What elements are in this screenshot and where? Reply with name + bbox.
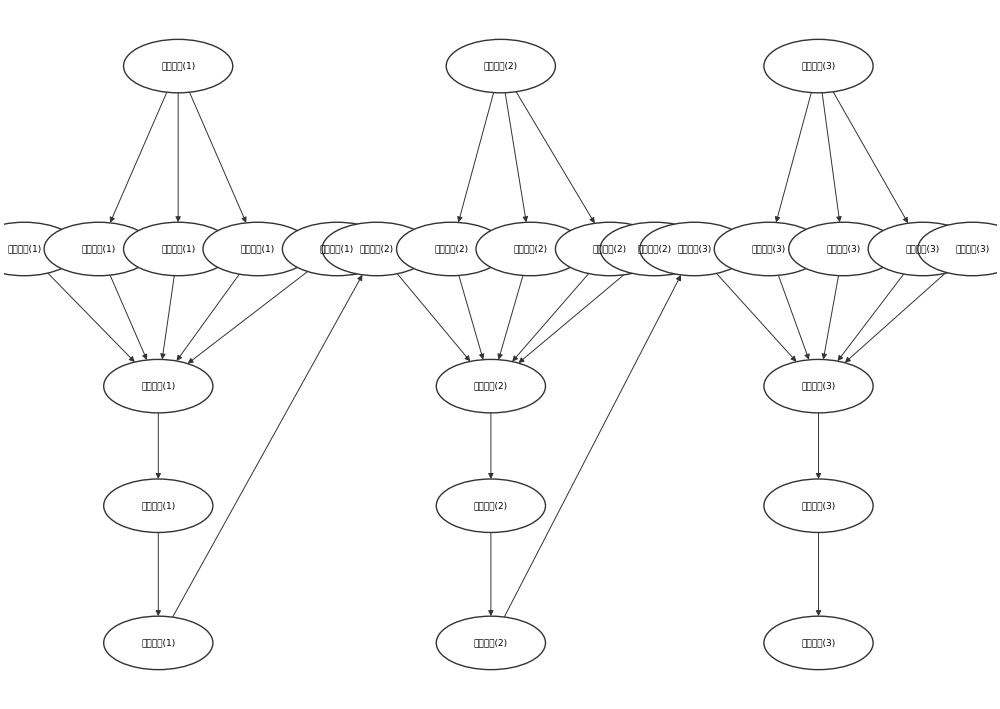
Text: 大坝累积(2): 大坝累积(2) [474, 381, 508, 391]
Ellipse shape [322, 222, 431, 276]
Ellipse shape [436, 616, 545, 669]
Ellipse shape [476, 222, 585, 276]
Ellipse shape [640, 222, 749, 276]
Text: 蠕蛇渗漏(3): 蠕蛇渗漏(3) [826, 245, 860, 254]
Text: 运行工况(3): 运行工况(3) [801, 62, 836, 71]
Ellipse shape [124, 222, 233, 276]
Ellipse shape [446, 40, 555, 93]
Text: 出库洪水(3): 出库洪水(3) [801, 638, 836, 647]
Ellipse shape [555, 222, 665, 276]
Text: 其它异常(3): 其它异常(3) [955, 245, 990, 254]
Ellipse shape [764, 479, 873, 532]
Text: 运行工况(2): 运行工况(2) [484, 62, 518, 71]
Ellipse shape [203, 222, 312, 276]
Text: 泄洪能力(1): 泄洪能力(1) [82, 245, 116, 254]
Ellipse shape [789, 222, 898, 276]
Text: 大坝失事(2): 大坝失事(2) [474, 501, 508, 510]
Ellipse shape [282, 222, 392, 276]
Text: 大坝失事(1): 大坝失事(1) [141, 501, 175, 510]
Text: 出库洪水(2): 出库洪水(2) [474, 638, 508, 647]
Ellipse shape [868, 222, 977, 276]
Text: 大坝累积(1): 大坝累积(1) [141, 381, 175, 391]
Text: 泄洪能力(2): 泄洪能力(2) [434, 245, 468, 254]
Text: 入库洪水(2): 入库洪水(2) [360, 245, 394, 254]
Text: 大坝质量(3): 大坝质量(3) [906, 245, 940, 254]
Ellipse shape [714, 222, 823, 276]
Text: 其它异常(1): 其它异常(1) [320, 245, 354, 254]
Ellipse shape [104, 359, 213, 413]
Text: 蠕蛇渗漏(1): 蠕蛇渗漏(1) [161, 245, 195, 254]
Text: 大坝质量(2): 大坝质量(2) [593, 245, 627, 254]
Ellipse shape [764, 359, 873, 413]
Ellipse shape [600, 222, 709, 276]
Text: 大坝累积(3): 大坝累积(3) [801, 381, 836, 391]
Text: 其它异常(2): 其它异常(2) [638, 245, 672, 254]
Text: 运行工况(1): 运行工况(1) [161, 62, 195, 71]
Text: 泄洪能力(3): 泄洪能力(3) [752, 245, 786, 254]
Text: 出库洪水(1): 出库洪水(1) [141, 638, 175, 647]
Ellipse shape [104, 616, 213, 669]
Ellipse shape [104, 479, 213, 532]
Ellipse shape [436, 359, 545, 413]
Ellipse shape [44, 222, 153, 276]
Text: 入库洪水(1): 入库洪水(1) [7, 245, 41, 254]
Text: 蠕蛇渗漏(2): 蠕蛇渗漏(2) [514, 245, 548, 254]
Text: 大坝质量(1): 大坝质量(1) [240, 245, 275, 254]
Ellipse shape [0, 222, 79, 276]
Ellipse shape [764, 40, 873, 93]
Ellipse shape [124, 40, 233, 93]
Ellipse shape [764, 616, 873, 669]
Text: 入库洪水(3): 入库洪水(3) [677, 245, 712, 254]
Ellipse shape [918, 222, 1000, 276]
Text: 大坝失事(3): 大坝失事(3) [801, 501, 836, 510]
Ellipse shape [436, 479, 545, 532]
Ellipse shape [397, 222, 506, 276]
